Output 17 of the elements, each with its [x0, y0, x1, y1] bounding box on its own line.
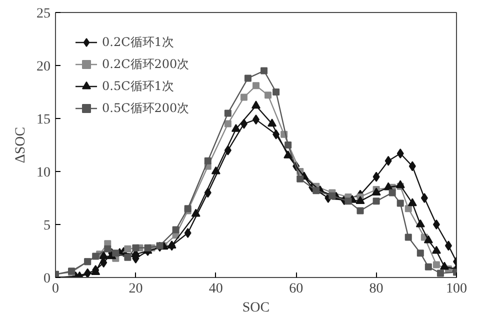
- legend-label: 0.5C循环200次: [102, 100, 190, 116]
- legend-label: 0.2C循环200次: [102, 56, 190, 72]
- y-tick-label: 20: [36, 60, 50, 74]
- x-tick-label: 40: [208, 282, 223, 296]
- x-tick-label: 20: [128, 282, 143, 296]
- y-tick-label: 25: [36, 6, 50, 22]
- x-tick-label: 80: [369, 282, 384, 296]
- y-tick-label: 0: [44, 272, 50, 286]
- x-tick-label: 100: [446, 282, 467, 296]
- y-tick-label: 15: [36, 112, 50, 128]
- x-tick-label: 60: [289, 282, 304, 296]
- y-axis-title: ΔSOC: [14, 126, 28, 164]
- legend-label: 0.2C循环1次: [102, 34, 174, 50]
- legend-label: 0.5C循环1次: [102, 78, 174, 94]
- y-tick-label: 10: [36, 166, 50, 180]
- y-tick-label: 5: [44, 218, 50, 234]
- x-axis-title: SOC: [242, 300, 270, 316]
